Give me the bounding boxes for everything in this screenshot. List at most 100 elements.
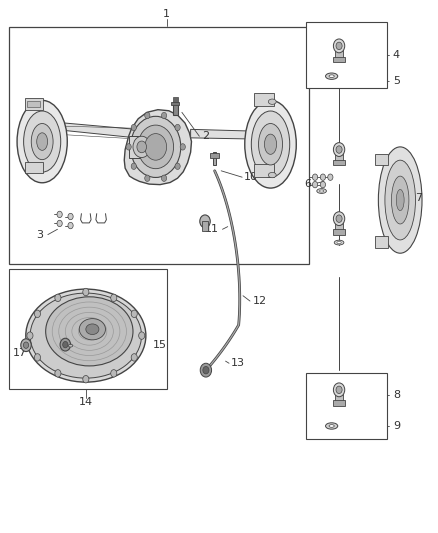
Circle shape [83,288,89,296]
Ellipse shape [392,176,409,224]
Bar [202,221,208,231]
Text: 8: 8 [393,390,400,400]
Circle shape [68,222,73,229]
Bar [333,400,345,406]
Circle shape [21,339,31,352]
Circle shape [23,342,28,349]
Ellipse shape [325,73,338,79]
Circle shape [175,163,180,169]
Circle shape [336,386,342,393]
Circle shape [131,354,137,361]
Bar [306,373,387,439]
Ellipse shape [334,240,344,245]
Polygon shape [124,110,191,184]
Ellipse shape [31,124,53,160]
Bar [173,102,177,115]
Circle shape [180,144,185,150]
Circle shape [34,310,40,318]
Circle shape [27,332,33,340]
Bar [333,56,345,62]
Bar [335,150,343,161]
Text: 4: 4 [393,50,400,60]
Bar [335,46,343,58]
Ellipse shape [319,190,324,192]
Bar [173,98,178,102]
Ellipse shape [79,319,106,340]
Circle shape [131,310,137,318]
Circle shape [320,174,325,180]
Circle shape [333,143,345,157]
Bar [375,154,389,165]
Ellipse shape [131,116,181,177]
Ellipse shape [251,111,290,177]
Bar [335,219,343,230]
Bar [210,154,219,158]
Polygon shape [191,130,247,139]
Text: 5: 5 [393,77,400,86]
Ellipse shape [329,75,334,77]
Circle shape [57,220,62,227]
Circle shape [200,215,210,228]
Bar [333,160,345,165]
Circle shape [57,211,62,217]
Text: 1: 1 [163,9,170,19]
Ellipse shape [258,124,283,165]
Bar [10,27,308,264]
Polygon shape [64,123,136,138]
Ellipse shape [26,289,146,382]
Text: 6: 6 [304,179,311,189]
Ellipse shape [325,423,338,429]
Circle shape [200,364,212,377]
Text: 2: 2 [202,131,209,141]
Ellipse shape [265,134,277,155]
Circle shape [175,124,180,131]
Circle shape [126,144,131,150]
Circle shape [320,181,325,188]
Ellipse shape [17,100,67,183]
Circle shape [63,342,68,348]
Circle shape [83,375,89,383]
Ellipse shape [37,133,48,150]
Ellipse shape [337,241,341,244]
Text: 10: 10 [244,172,258,182]
Ellipse shape [396,189,404,211]
Circle shape [336,146,342,154]
Circle shape [131,124,136,131]
Ellipse shape [268,99,276,104]
Circle shape [203,367,209,374]
Text: 16: 16 [100,345,114,356]
Ellipse shape [24,111,61,172]
Ellipse shape [68,344,73,347]
Text: 9: 9 [393,421,400,431]
Circle shape [34,354,40,361]
Circle shape [60,338,71,351]
Bar [375,236,389,248]
Text: 12: 12 [253,296,267,306]
Text: 17: 17 [13,348,27,358]
Bar [306,22,387,88]
Circle shape [145,112,150,119]
Circle shape [336,42,342,50]
Circle shape [131,163,136,169]
Circle shape [333,39,345,53]
Circle shape [111,294,117,302]
Bar [171,102,179,106]
Circle shape [162,112,167,119]
Ellipse shape [145,134,166,160]
Bar [213,152,216,165]
Ellipse shape [138,125,173,168]
Bar [254,164,274,177]
Bar [130,136,153,158]
Circle shape [336,215,342,222]
Text: 7: 7 [416,193,423,204]
Ellipse shape [268,172,276,177]
Ellipse shape [378,147,422,253]
Circle shape [111,370,117,377]
Ellipse shape [329,425,334,427]
Circle shape [55,294,61,302]
Bar [335,390,343,401]
Ellipse shape [317,189,326,193]
Circle shape [328,174,333,180]
Circle shape [139,332,145,340]
Bar [25,98,43,110]
